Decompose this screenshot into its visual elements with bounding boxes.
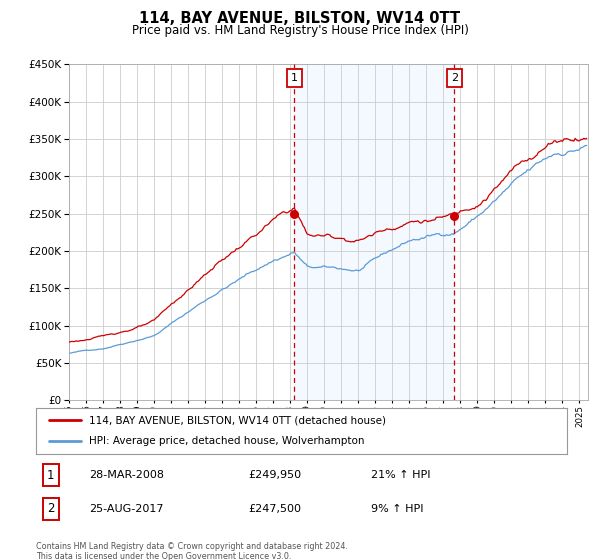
Text: 25-AUG-2017: 25-AUG-2017 bbox=[89, 503, 164, 514]
Text: Price paid vs. HM Land Registry's House Price Index (HPI): Price paid vs. HM Land Registry's House … bbox=[131, 24, 469, 37]
Text: 21% ↑ HPI: 21% ↑ HPI bbox=[371, 470, 430, 480]
Text: 1: 1 bbox=[47, 469, 55, 482]
Text: 2: 2 bbox=[451, 73, 458, 83]
Text: 2: 2 bbox=[47, 502, 55, 515]
Text: Contains HM Land Registry data © Crown copyright and database right 2024.
This d: Contains HM Land Registry data © Crown c… bbox=[36, 542, 348, 560]
Text: 9% ↑ HPI: 9% ↑ HPI bbox=[371, 503, 423, 514]
Text: £247,500: £247,500 bbox=[248, 503, 301, 514]
Text: 28-MAR-2008: 28-MAR-2008 bbox=[89, 470, 164, 480]
Bar bbox=[294, 64, 454, 400]
Text: £249,950: £249,950 bbox=[248, 470, 302, 480]
Text: HPI: Average price, detached house, Wolverhampton: HPI: Average price, detached house, Wolv… bbox=[89, 436, 365, 446]
Text: 114, BAY AVENUE, BILSTON, WV14 0TT (detached house): 114, BAY AVENUE, BILSTON, WV14 0TT (deta… bbox=[89, 415, 386, 425]
Text: 114, BAY AVENUE, BILSTON, WV14 0TT: 114, BAY AVENUE, BILSTON, WV14 0TT bbox=[139, 11, 461, 26]
Text: 1: 1 bbox=[291, 73, 298, 83]
